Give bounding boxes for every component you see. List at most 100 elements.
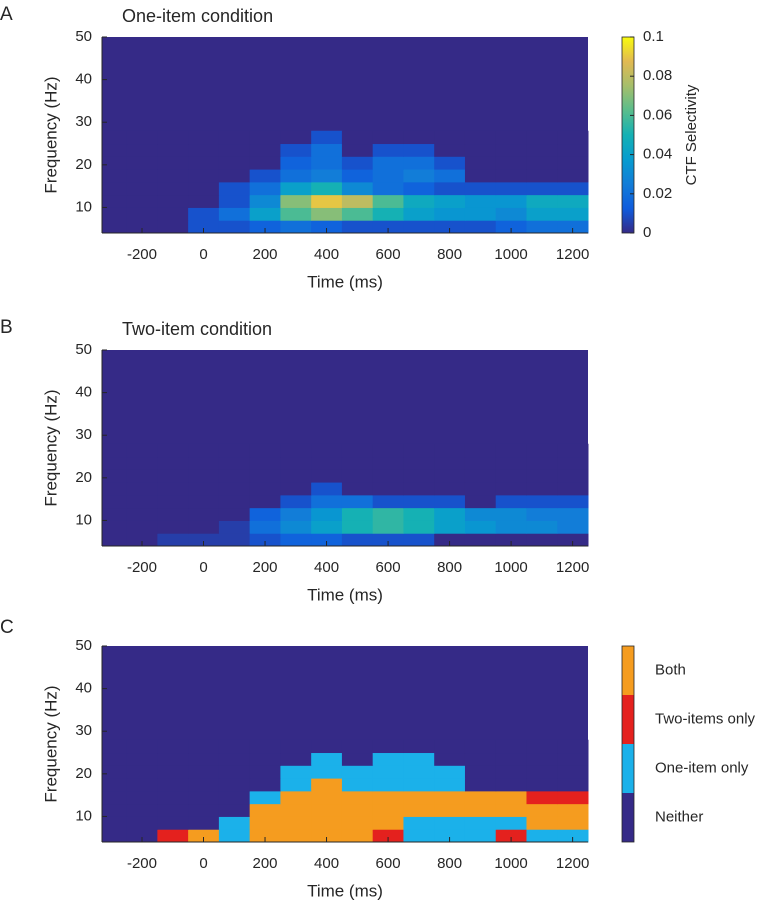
heatmap-cell	[102, 194, 128, 208]
heatmap-cell	[126, 507, 158, 521]
heatmap-cell	[557, 790, 589, 805]
heatmap-cell	[218, 803, 251, 817]
heatmap-cell	[403, 739, 435, 754]
heatmap-cell	[557, 520, 589, 534]
heatmap-cell	[434, 778, 466, 792]
heatmap-cell	[372, 752, 404, 766]
legend-label: Both	[655, 661, 686, 678]
x-tick-label: -200	[127, 246, 157, 263]
heatmap-cell	[102, 829, 128, 843]
heatmap-cell	[188, 130, 220, 145]
heatmap-cell	[464, 130, 497, 145]
heatmap-cell	[157, 778, 189, 792]
heatmap-cell	[311, 156, 343, 170]
heatmap-cell	[526, 181, 558, 196]
heatmap-cell	[341, 533, 374, 547]
heatmap-cell	[188, 220, 220, 234]
heatmap-cell	[495, 752, 527, 766]
heatmap-cell	[218, 469, 251, 483]
heatmap-cell	[157, 494, 189, 509]
heatmap-cell	[102, 778, 128, 792]
heatmap-cell	[218, 520, 251, 534]
heatmap-cell	[372, 194, 404, 208]
heatmap-cell	[311, 816, 343, 830]
panel-letter: B	[0, 317, 13, 338]
heatmap-cell	[495, 443, 527, 458]
heatmap-cell	[188, 482, 220, 496]
heatmap-cell	[188, 739, 220, 754]
heatmap-cell	[188, 456, 220, 470]
heatmap-cell	[218, 194, 251, 208]
heatmap-cell	[434, 456, 466, 470]
heatmap-cell	[188, 533, 220, 547]
heatmap-cell	[102, 803, 128, 817]
heatmap-cell	[526, 130, 558, 145]
heatmap-cell	[249, 533, 281, 547]
y-tick-label: 30	[75, 722, 92, 739]
heatmap-cell	[557, 143, 589, 157]
heatmap-cell	[403, 469, 435, 483]
heatmap-cell	[341, 816, 374, 830]
heatmap-cell	[218, 130, 251, 145]
heatmap-cell	[434, 469, 466, 483]
heatmap-cell	[434, 443, 466, 458]
heatmap-cell	[372, 207, 404, 221]
heatmap-cell	[403, 507, 435, 521]
heatmap-cell	[311, 494, 343, 509]
legend-swatch	[622, 695, 634, 744]
x-tick-label: -200	[127, 855, 157, 872]
heatmap-cell	[403, 533, 435, 547]
heatmap-cell	[157, 790, 189, 805]
heatmap-cell	[495, 507, 527, 521]
legend-swatch	[622, 744, 634, 793]
x-tick-label: 1200	[556, 855, 589, 872]
heatmap-cell	[102, 130, 128, 145]
x-tick-label: 0	[199, 246, 207, 263]
y-tick-label: 20	[75, 469, 92, 486]
heatmap-cell	[102, 143, 128, 157]
heatmap-cell	[249, 443, 281, 458]
heatmap-cell	[434, 520, 466, 534]
heatmap-cell	[495, 456, 527, 470]
heatmap-cell	[464, 778, 497, 792]
heatmap-cell	[126, 156, 158, 170]
heatmap-cell	[188, 752, 220, 766]
heatmap-cell	[126, 130, 158, 145]
heatmap-cell	[372, 520, 404, 534]
heatmap-cell	[311, 507, 343, 521]
heatmap-cell	[280, 778, 312, 792]
x-tick-label: 200	[253, 246, 278, 263]
heatmap-cell	[403, 790, 435, 805]
heatmap-cell	[249, 507, 281, 521]
heatmap-cell	[249, 816, 281, 830]
heatmap-cell	[403, 220, 435, 234]
y-tick-label: 40	[75, 384, 92, 401]
heatmap-cell	[311, 520, 343, 534]
heatmap-cell	[341, 130, 374, 145]
heatmap-cell	[434, 130, 466, 145]
heatmap-cell	[464, 194, 497, 208]
heatmap-cell	[249, 220, 281, 234]
heatmap-cell	[372, 443, 404, 458]
heatmap-cell	[526, 739, 558, 754]
heatmap-cell	[372, 765, 404, 779]
heatmap-cell	[434, 194, 466, 208]
heatmap-cell	[102, 469, 128, 483]
heatmap-cell	[495, 533, 527, 547]
heatmap-cell	[403, 169, 435, 183]
heatmap-cell	[341, 739, 374, 754]
heatmap-cell	[102, 207, 128, 221]
heatmap-cell	[495, 169, 527, 183]
heatmap-cell	[434, 156, 466, 170]
heatmap-cell	[372, 156, 404, 170]
heatmap-cell	[280, 494, 312, 509]
heatmap-cell	[403, 143, 435, 157]
heatmap-cell	[557, 220, 589, 234]
heatmap-cell	[403, 829, 435, 843]
heatmap-cell	[126, 220, 158, 234]
heatmap-cell	[526, 456, 558, 470]
heatmap-cell	[557, 507, 589, 521]
heatmap-cell	[464, 456, 497, 470]
heatmap-cell	[102, 520, 128, 534]
heatmap-cell	[249, 520, 281, 534]
